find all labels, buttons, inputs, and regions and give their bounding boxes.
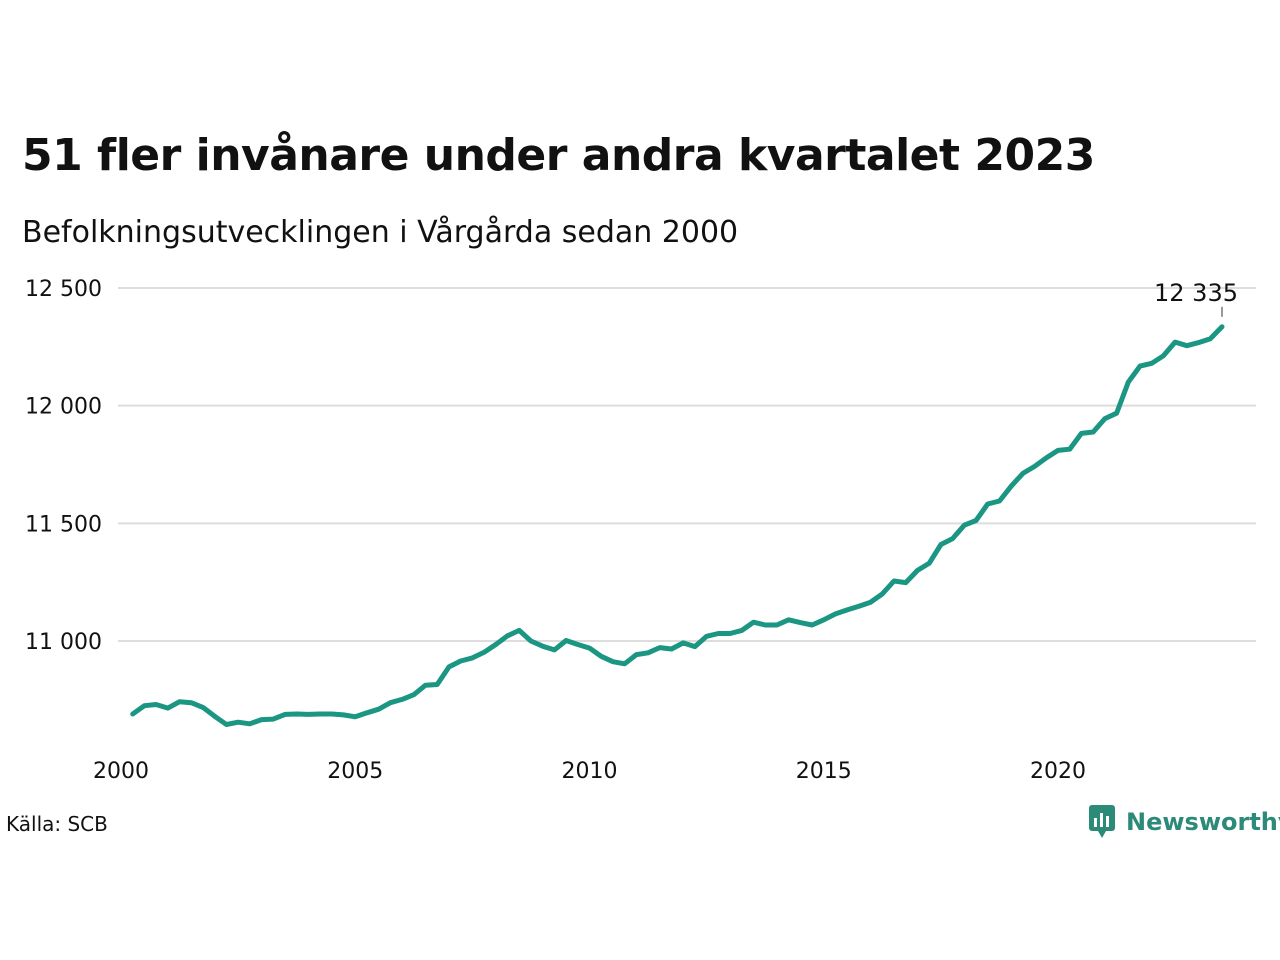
last-value-label: 12 335 (1154, 279, 1238, 307)
brand-name: Newsworthy (1126, 808, 1280, 836)
x-tick-label: 2015 (796, 759, 852, 784)
line-chart: 11 000 11 500 12 000 12 500 2000 2005 2010 201… (25, 277, 1256, 784)
series-line (130, 324, 1225, 727)
source-note: Källa: SCB (6, 812, 108, 836)
x-tick-label: 2020 (1030, 759, 1086, 784)
x-tick-label: 2000 (93, 759, 149, 784)
annotation-layer: 12 335 (1154, 279, 1238, 317)
y-tick-label: 11 000 (25, 630, 102, 655)
grid-lines (118, 287, 1256, 642)
chart-subtitle: Befolkningsutvecklingen i Vårgårda sedan… (22, 215, 739, 250)
newsworthy-logo-icon (1089, 805, 1115, 838)
y-tick-label: 12 500 (25, 277, 102, 302)
y-tick-label: 12 000 (25, 395, 102, 420)
brand-logo: Newsworthy (1088, 804, 1280, 840)
series-layer (130, 324, 1225, 727)
chart-title: 51 fler invånare under andra kvartalet 2… (22, 130, 1095, 181)
x-axis-labels: 2000 2005 2010 2015 2020 (93, 759, 1086, 784)
y-tick-label: 11 500 (25, 512, 102, 537)
y-axis-labels: 11 000 11 500 12 000 12 500 (25, 277, 102, 655)
x-tick-label: 2010 (562, 759, 618, 784)
x-tick-label: 2005 (327, 759, 383, 784)
